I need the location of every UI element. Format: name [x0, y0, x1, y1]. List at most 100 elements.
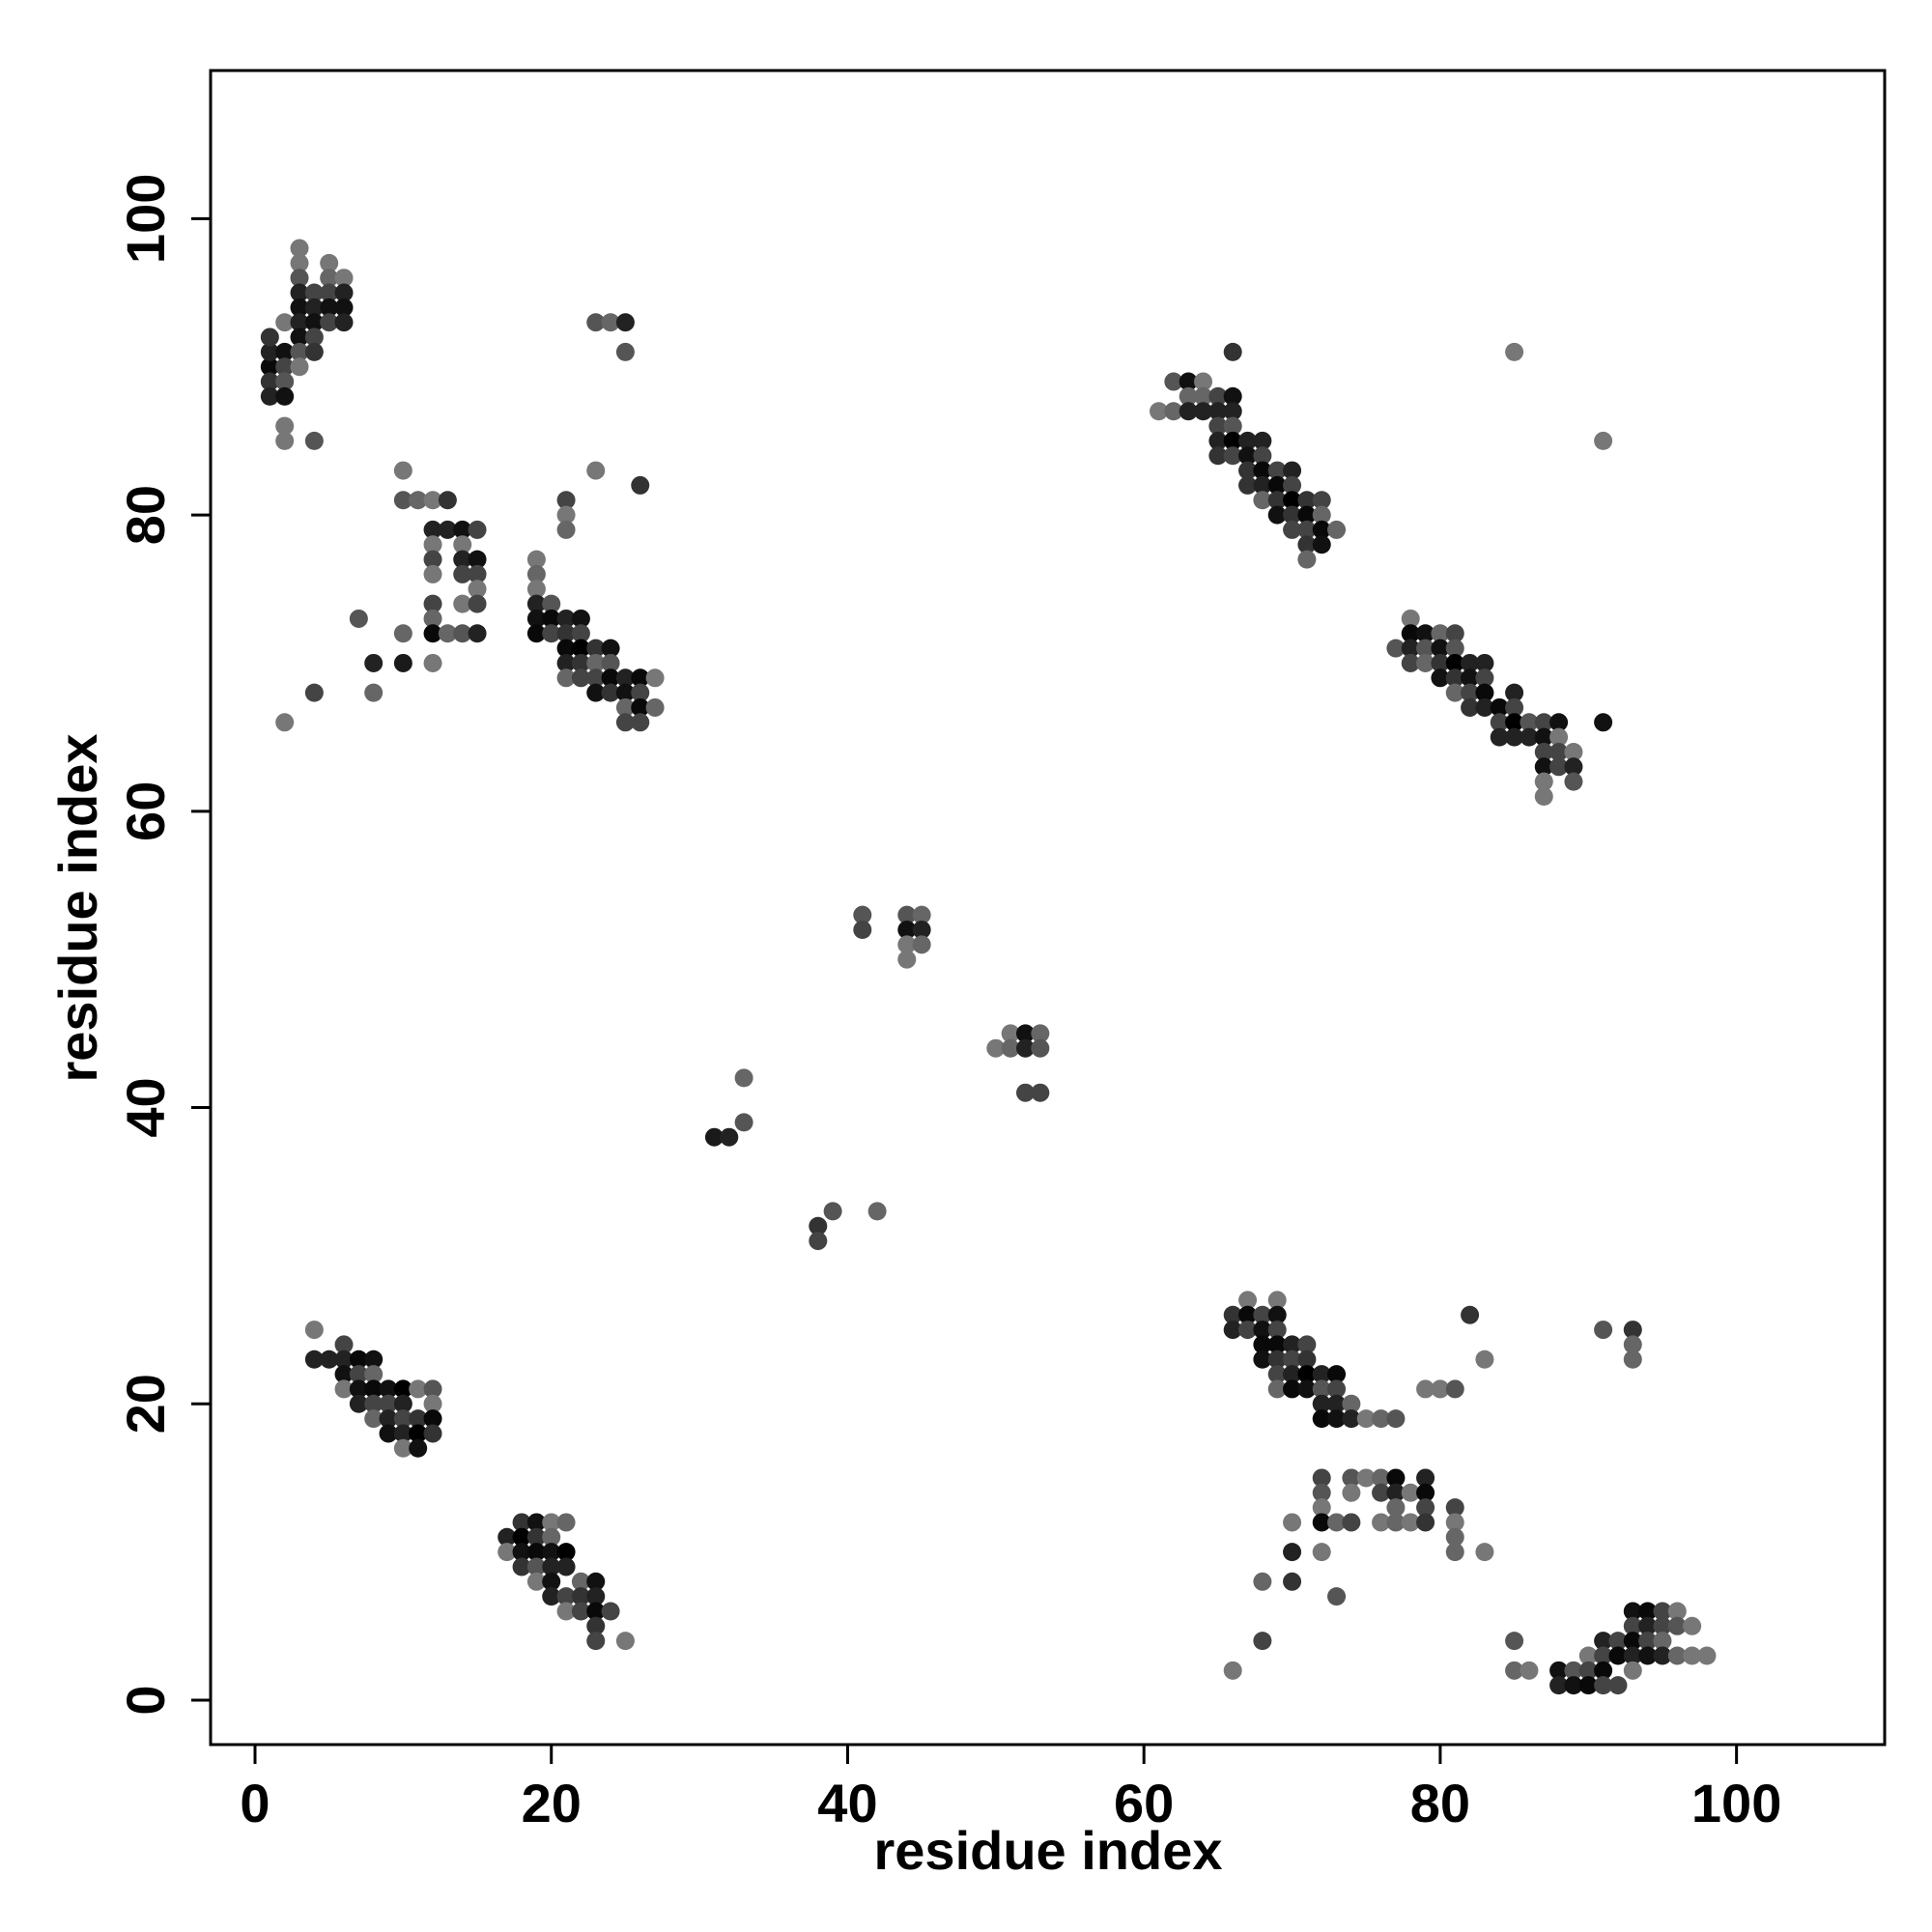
contact-point	[1297, 550, 1317, 569]
contact-point	[1194, 386, 1213, 406]
contact-point	[615, 683, 635, 702]
contact-point	[1594, 1661, 1613, 1680]
contact-point	[867, 1202, 887, 1221]
contact-point	[512, 1557, 531, 1577]
contact-point	[304, 683, 324, 702]
contact-point	[290, 357, 309, 377]
contact-point	[1653, 1632, 1672, 1651]
contact-point	[1253, 1321, 1272, 1340]
contact-point	[349, 1350, 368, 1369]
contact-point	[453, 624, 472, 643]
contact-point	[1031, 1083, 1050, 1102]
contact-point	[1578, 1676, 1598, 1695]
x-tick-label: 40	[817, 1773, 877, 1833]
contact-point	[290, 269, 309, 288]
contact-point	[1312, 1365, 1331, 1384]
contact-point	[542, 1527, 561, 1547]
contact-point	[393, 624, 412, 643]
contact-point	[1594, 713, 1613, 732]
contact-point	[601, 639, 620, 658]
contact-point	[334, 1365, 354, 1384]
contact-point	[1208, 416, 1228, 436]
contact-point	[1312, 1513, 1331, 1532]
contact-point	[1312, 1394, 1331, 1413]
contact-point	[1386, 639, 1406, 658]
contact-point	[1267, 475, 1287, 495]
contact-point	[1520, 713, 1539, 732]
contact-point	[1356, 1468, 1376, 1488]
contact-point	[1549, 1661, 1569, 1680]
contact-point	[1031, 1024, 1050, 1043]
points-layer	[260, 239, 1717, 1695]
contact-point	[275, 357, 295, 377]
contact-point	[1253, 1305, 1272, 1324]
contact-point	[1208, 386, 1228, 406]
contact-point	[1015, 1038, 1035, 1058]
contact-point	[1386, 1513, 1406, 1532]
contact-point	[542, 1543, 561, 1562]
contact-point	[1312, 1543, 1331, 1562]
contact-point	[542, 1513, 561, 1532]
contact-point	[409, 1379, 428, 1399]
contact-point	[1401, 639, 1420, 658]
contact-point	[526, 1513, 546, 1532]
contact-point	[615, 668, 635, 688]
contact-point	[809, 1232, 828, 1251]
contact-point	[1238, 1291, 1258, 1310]
contact-point	[468, 580, 487, 599]
contact-point	[1283, 1572, 1302, 1591]
x-axis: 0 20 40 60 80 100	[240, 1743, 1781, 1833]
contact-point	[645, 697, 665, 717]
contact-point	[1505, 713, 1524, 732]
contact-point	[556, 491, 576, 510]
contact-point	[1549, 757, 1569, 777]
contact-point	[423, 520, 442, 539]
contact-point	[290, 327, 309, 347]
contact-point	[468, 564, 487, 583]
contact-point	[290, 313, 309, 332]
contact-point	[290, 239, 309, 258]
contact-point	[734, 1068, 753, 1088]
y-tick-label: 100	[115, 174, 176, 264]
contact-point	[1549, 742, 1569, 761]
contact-point	[409, 491, 428, 510]
contact-point	[1445, 1498, 1464, 1518]
contact-point	[1549, 713, 1569, 732]
contact-point	[1416, 1513, 1435, 1532]
contact-point	[393, 1438, 412, 1458]
contact-point	[1327, 1587, 1347, 1606]
contact-point	[1594, 1646, 1613, 1665]
contact-point	[586, 668, 606, 688]
contact-point	[1608, 1632, 1628, 1651]
contact-point	[1297, 1335, 1317, 1354]
contact-point	[1697, 1646, 1717, 1665]
contact-point	[556, 1587, 576, 1606]
contact-point	[453, 535, 472, 554]
contact-point	[1578, 1646, 1598, 1665]
contact-point	[320, 313, 339, 332]
contact-point	[438, 520, 457, 539]
contact-point	[1667, 1616, 1687, 1635]
contact-point	[334, 1350, 354, 1369]
contact-point	[526, 1527, 546, 1547]
contact-point	[290, 283, 309, 302]
contact-point	[571, 609, 590, 628]
contact-point	[615, 713, 635, 732]
contact-point	[1179, 402, 1198, 421]
contact-point	[275, 431, 295, 450]
contact-point	[275, 313, 295, 332]
contact-point	[1667, 1602, 1687, 1621]
contact-point	[1475, 1350, 1494, 1369]
contact-point	[897, 935, 917, 954]
contact-point	[1445, 653, 1464, 672]
contact-point	[1534, 727, 1553, 747]
contact-point	[364, 1394, 384, 1413]
contact-point	[1031, 1038, 1050, 1058]
contact-point	[1401, 1483, 1420, 1502]
contact-point	[571, 1587, 590, 1606]
contact-point	[542, 1557, 561, 1577]
contact-point	[631, 697, 650, 717]
contact-point	[1416, 624, 1435, 643]
contact-point	[542, 594, 561, 613]
contact-point	[1283, 505, 1302, 525]
